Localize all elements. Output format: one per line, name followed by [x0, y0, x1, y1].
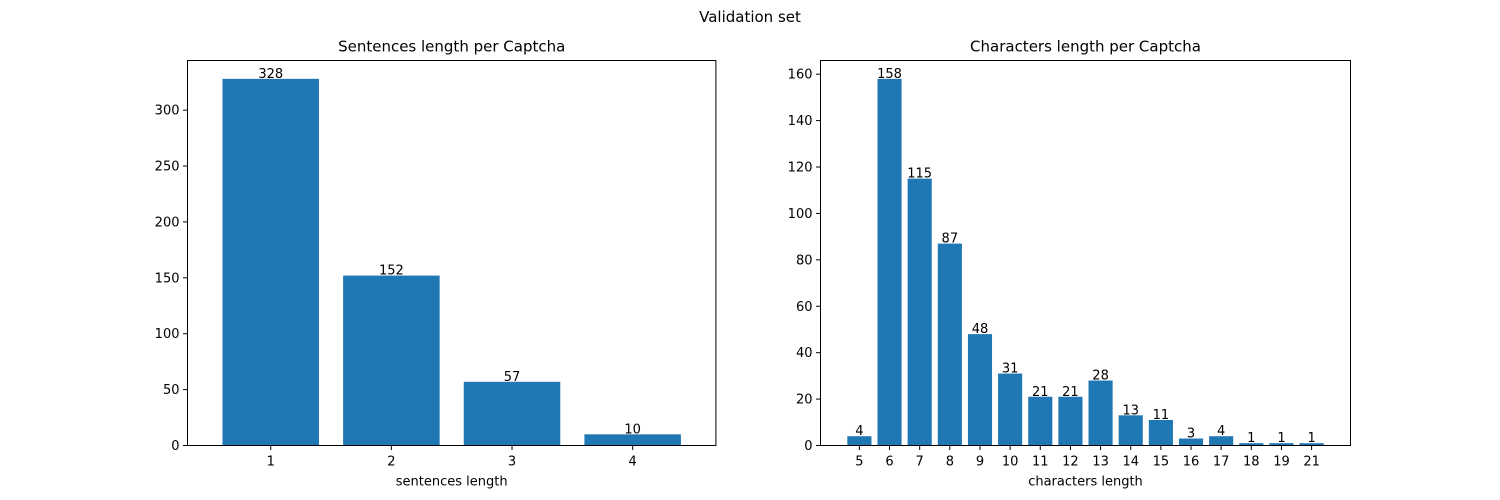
bar-9 — [967, 334, 993, 446]
x-tick-label: 5 — [855, 455, 863, 470]
x-tick-label: 11 — [1032, 455, 1049, 470]
data-label: 28 — [1092, 369, 1109, 384]
x-tick-label: 15 — [1153, 455, 1170, 470]
y-tick-label: 60 — [796, 300, 813, 315]
y-tick-label: 80 — [796, 253, 813, 268]
y-tick-label: 0 — [171, 439, 179, 454]
bar-1 — [222, 78, 319, 446]
y-tick-label: 20 — [796, 393, 813, 408]
x-tick-label: 2 — [387, 455, 395, 470]
data-label: 152 — [379, 264, 404, 279]
y-tick-label: 50 — [163, 383, 180, 398]
data-label: 1 — [1307, 431, 1315, 446]
x-tick-label: 14 — [1122, 455, 1139, 470]
data-label: 4 — [855, 424, 863, 439]
bar-3 — [463, 381, 561, 446]
sentences-length-chart: 328 152 57 10 1 2 3 4 0 50 100 150 200 250 300 Sentence… — [155, 38, 717, 490]
x-tick-label: 17 — [1213, 455, 1230, 470]
y-tick-label: 250 — [155, 160, 180, 175]
data-label: 48 — [972, 322, 989, 337]
chart-title: Sentences length per Captcha — [338, 38, 565, 56]
x-axis-label: sentences length — [396, 475, 508, 490]
data-label: 328 — [258, 67, 283, 82]
x-tick-label: 4 — [629, 455, 637, 470]
x-tick-label: 10 — [1002, 455, 1019, 470]
x-tick-label: 3 — [508, 455, 516, 470]
x-tick-label: 19 — [1273, 455, 1290, 470]
bar-11 — [1028, 396, 1053, 446]
figure-suptitle: Validation set — [699, 8, 801, 26]
data-label: 4 — [1217, 424, 1225, 439]
y-tick-label: 160 — [788, 68, 813, 83]
bar-17 — [1209, 436, 1234, 446]
bar-13 — [1088, 380, 1113, 446]
bar-5 — [847, 436, 872, 446]
y-tick-label: 0 — [804, 439, 812, 454]
x-tick-label: 18 — [1243, 455, 1260, 470]
data-label: 115 — [907, 167, 932, 182]
y-tick-label: 200 — [155, 215, 180, 230]
y-tick-label: 140 — [788, 114, 813, 129]
x-tick-label: 7 — [916, 455, 924, 470]
x-tick-label: 8 — [946, 455, 954, 470]
data-label: 87 — [942, 232, 959, 247]
y-tick-label: 40 — [796, 346, 813, 361]
bar-15 — [1148, 419, 1173, 446]
data-label: 1 — [1247, 431, 1255, 446]
data-label: 11 — [1153, 408, 1170, 423]
bar-10 — [998, 373, 1023, 446]
bar-8 — [937, 243, 962, 446]
axes-frame — [820, 60, 1351, 446]
bar-6 — [877, 78, 902, 446]
data-label: 3 — [1187, 427, 1195, 442]
bar-2 — [343, 275, 440, 446]
x-tick-label: 12 — [1062, 455, 1079, 470]
x-tick-label: 9 — [976, 455, 984, 470]
bar-19 — [1269, 443, 1294, 446]
data-label: 1 — [1277, 431, 1285, 446]
bar-16 — [1178, 438, 1204, 446]
bar-14 — [1118, 415, 1143, 446]
bar-21 — [1299, 443, 1324, 446]
x-tick-label: 21 — [1303, 455, 1320, 470]
y-tick-label: 100 — [155, 327, 180, 342]
data-label: 13 — [1122, 403, 1139, 418]
axes-frame — [187, 60, 717, 446]
x-tick-label: 16 — [1183, 455, 1200, 470]
bar-12 — [1058, 396, 1083, 446]
chart-title: Characters length per Captcha — [970, 38, 1201, 56]
x-axis-label: characters length — [1028, 475, 1143, 490]
y-tick-label: 120 — [788, 161, 813, 176]
data-label: 57 — [504, 370, 521, 385]
x-tick-label: 1 — [267, 455, 275, 470]
data-label: 158 — [877, 67, 902, 82]
y-tick-label: 150 — [155, 271, 180, 286]
bar-7 — [907, 178, 932, 446]
data-label: 21 — [1062, 385, 1079, 400]
y-tick-label: 100 — [788, 207, 813, 222]
data-label: 21 — [1032, 385, 1049, 400]
x-tick-label: 13 — [1092, 455, 1109, 470]
data-label: 31 — [1002, 362, 1019, 377]
bar-18 — [1239, 443, 1264, 446]
y-tick-label: 300 — [155, 104, 180, 119]
x-tick-label: 6 — [885, 455, 893, 470]
bar-4 — [584, 434, 681, 446]
data-label: 10 — [624, 422, 641, 437]
